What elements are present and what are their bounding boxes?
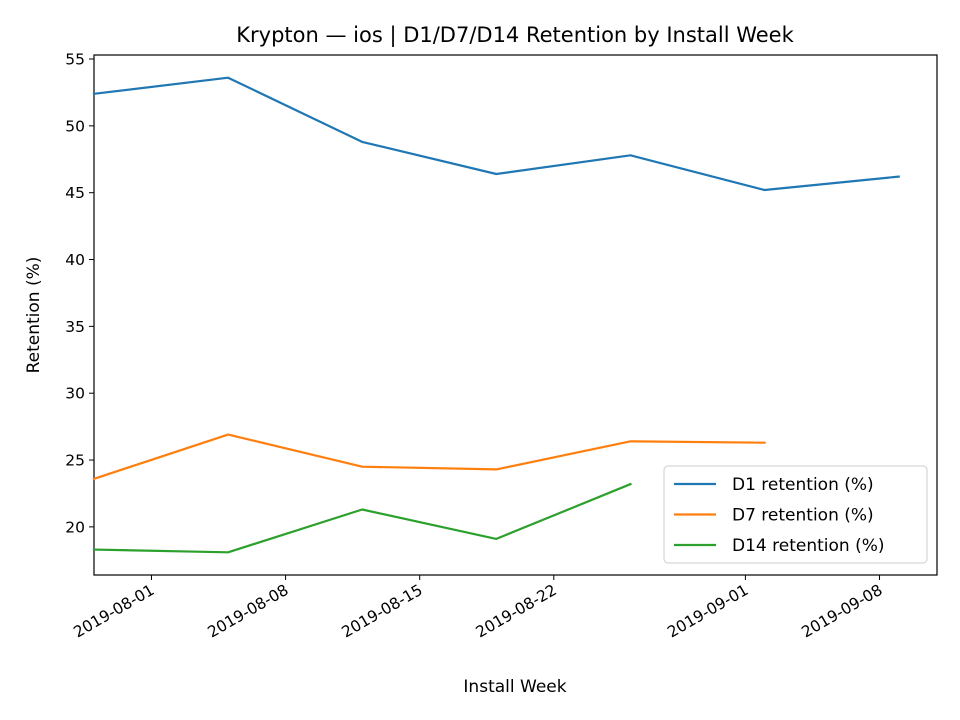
y-axis-label: Retention (%) xyxy=(24,257,44,374)
series-line-3 xyxy=(92,482,632,554)
legend: D1 retention (%) D7 retention (%) D14 rete… xyxy=(663,465,928,564)
plot-area xyxy=(93,54,938,576)
y-axis: 20 25 30 35 40 45 50 55 xyxy=(65,51,94,536)
plot-frame xyxy=(93,54,938,576)
series-line-2 xyxy=(92,433,766,481)
legend-frame xyxy=(663,465,928,564)
y-tick-label: 30 xyxy=(65,385,85,403)
y-tick-label: 55 xyxy=(65,51,85,69)
series-lines xyxy=(92,76,900,554)
y-tick-label: 35 xyxy=(65,318,85,336)
legend-label: D1 retention (%) xyxy=(732,475,874,495)
y-tick-label: 45 xyxy=(65,184,85,202)
y-tick-label: 20 xyxy=(65,518,85,536)
series-line-1 xyxy=(92,76,900,192)
chart-title: Krypton — ios | D1/D7/D14 Retention by I… xyxy=(236,23,794,48)
legend-label: D14 retention (%) xyxy=(732,536,885,556)
x-axis-label: Install Week xyxy=(463,677,566,697)
legend-label: D7 retention (%) xyxy=(732,506,874,526)
y-tick-label: 50 xyxy=(65,117,85,135)
y-tick-label: 40 xyxy=(65,251,85,269)
y-tick-label: 25 xyxy=(65,452,85,470)
